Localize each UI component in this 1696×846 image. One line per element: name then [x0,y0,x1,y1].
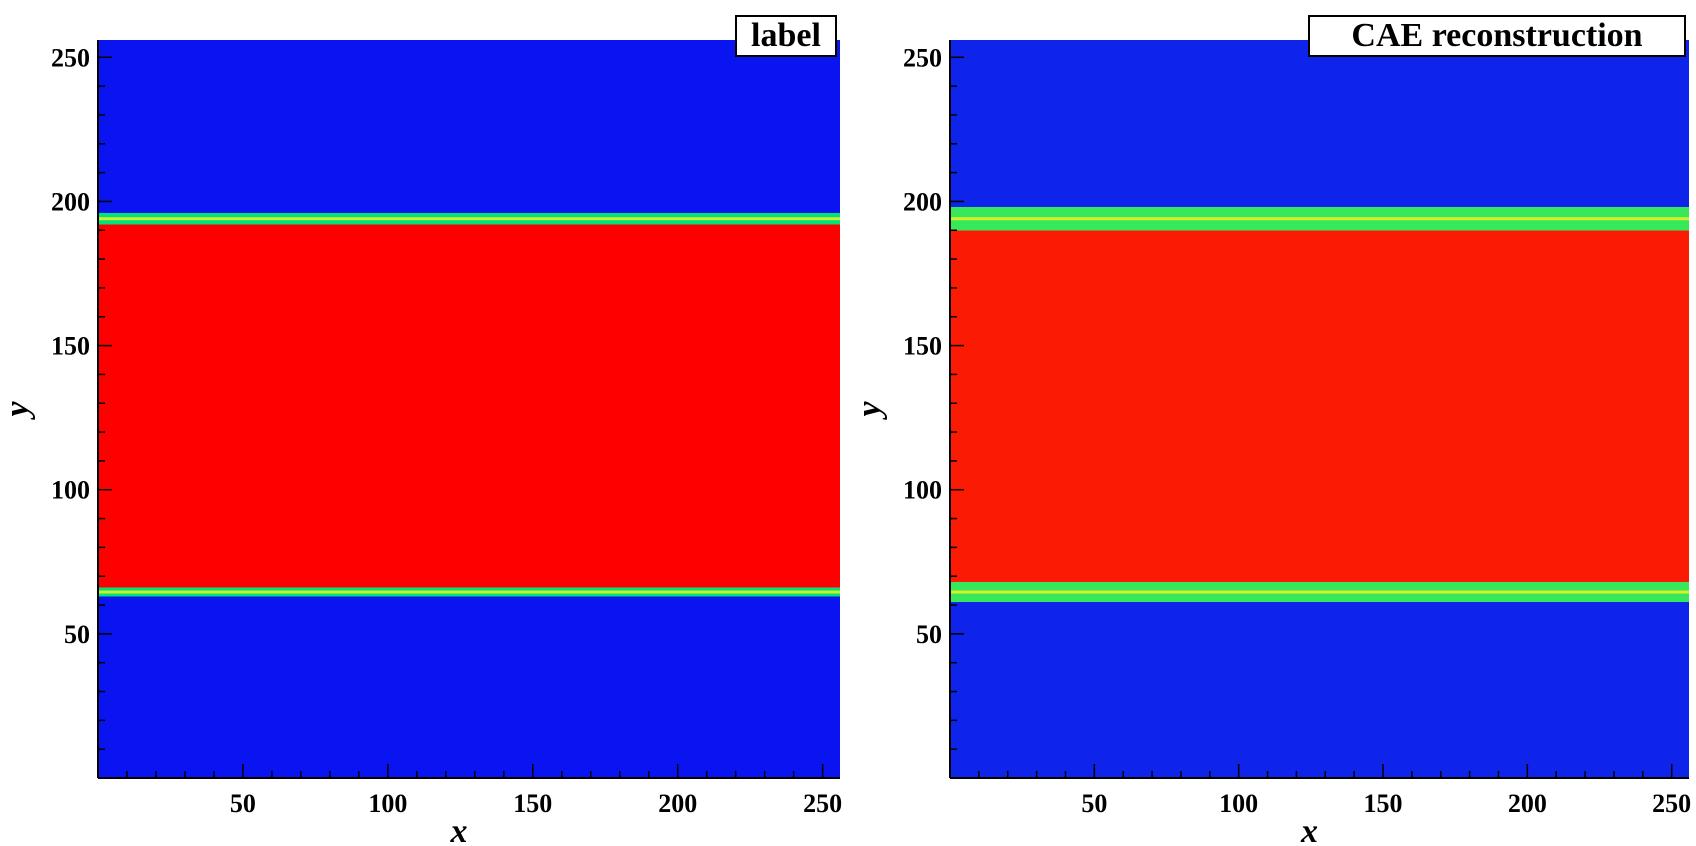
y-axis-label: y [0,401,36,421]
x-tick-label: 100 [368,789,407,818]
heatmap-field [98,40,840,778]
y-tick-label: 100 [903,476,942,505]
x-tick-label: 250 [1652,789,1691,818]
interface-line [98,217,840,221]
x-tick-label: 200 [1508,789,1547,818]
panel-title: CAE reconstruction [1351,17,1642,54]
x-tick-label: 200 [658,789,697,818]
x-tick-label: 250 [803,789,842,818]
x-axis-label: x [1300,813,1318,846]
x-tick-label: 100 [1219,789,1258,818]
panel-title: label [751,17,821,54]
y-tick-label: 50 [64,620,90,649]
y-tick-label: 100 [51,476,90,505]
y-tick-label: 200 [903,187,942,216]
y-tick-label: 150 [51,332,90,361]
y-tick-label: 150 [903,332,942,361]
y-tick-label: 250 [903,43,942,72]
heatmap-field [950,40,1689,778]
title-box [735,15,837,57]
interface-line [98,590,840,594]
x-tick-label: 50 [230,789,256,818]
panel-label: 50 100 150 200 250 50 100 150 200 250 x y label [0,15,842,846]
x-tick-label: 150 [513,789,552,818]
y-axis-label: y [851,401,888,421]
panel-cae-reconstruction: 50 100 150 200 250 50 100 150 200 250 x y CAE recons… [851,15,1691,846]
title-box [1308,15,1686,57]
interface-line [950,590,1689,594]
y-tick-label: 50 [916,620,942,649]
y-tick-label: 200 [51,187,90,216]
x-axis-label: x [450,813,468,846]
x-tick-label: 150 [1364,789,1403,818]
interface-line [950,217,1689,221]
y-tick-label: 250 [51,43,90,72]
x-tick-label: 50 [1081,789,1107,818]
